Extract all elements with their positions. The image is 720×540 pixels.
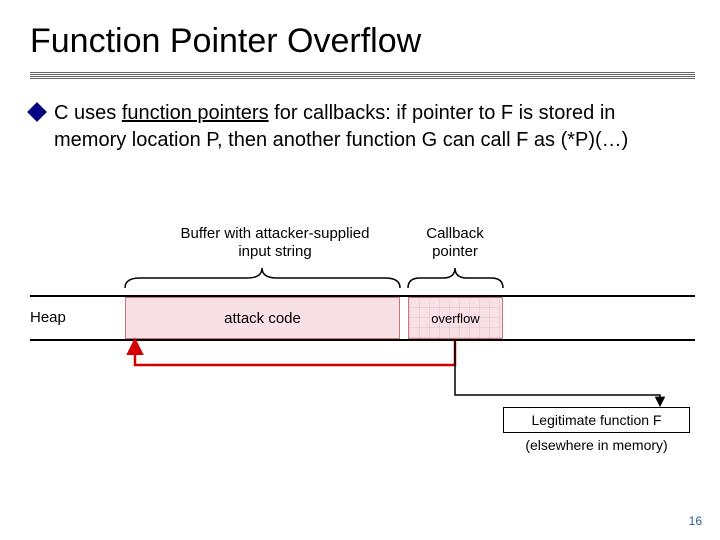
red-arrow	[135, 339, 455, 365]
legitimate-function-box: Legitimate function F	[503, 407, 690, 433]
black-arrow	[455, 339, 660, 405]
page-number: 16	[689, 514, 702, 528]
elsewhere-label: (elsewhere in memory)	[503, 437, 690, 453]
label-callback-line2: pointer	[432, 243, 478, 260]
label-buffer: Buffer with attacker-supplied input stri…	[160, 225, 390, 261]
body-text-before: C uses	[54, 102, 122, 124]
title-underline	[30, 72, 695, 79]
label-callback-line1: Callback	[426, 225, 484, 242]
brace-buffer-icon	[125, 268, 400, 288]
heap-label: Heap	[30, 309, 66, 326]
label-callback: Callback pointer	[405, 225, 505, 261]
body-term: function pointers	[122, 102, 269, 124]
label-buffer-line1: Buffer with attacker-supplied	[181, 225, 370, 242]
label-buffer-line2: input string	[238, 243, 311, 260]
overflow-box: overflow	[408, 297, 503, 339]
heap-bar-bottom	[30, 339, 695, 341]
bullet-diamond-icon	[27, 102, 47, 122]
slide-title: Function Pointer Overflow	[30, 22, 421, 61]
diagram-overlay	[0, 0, 720, 540]
brace-callback-icon	[408, 268, 503, 288]
attack-code-box: attack code	[125, 297, 400, 339]
body-paragraph: C uses function pointers for callbacks: …	[54, 100, 669, 154]
